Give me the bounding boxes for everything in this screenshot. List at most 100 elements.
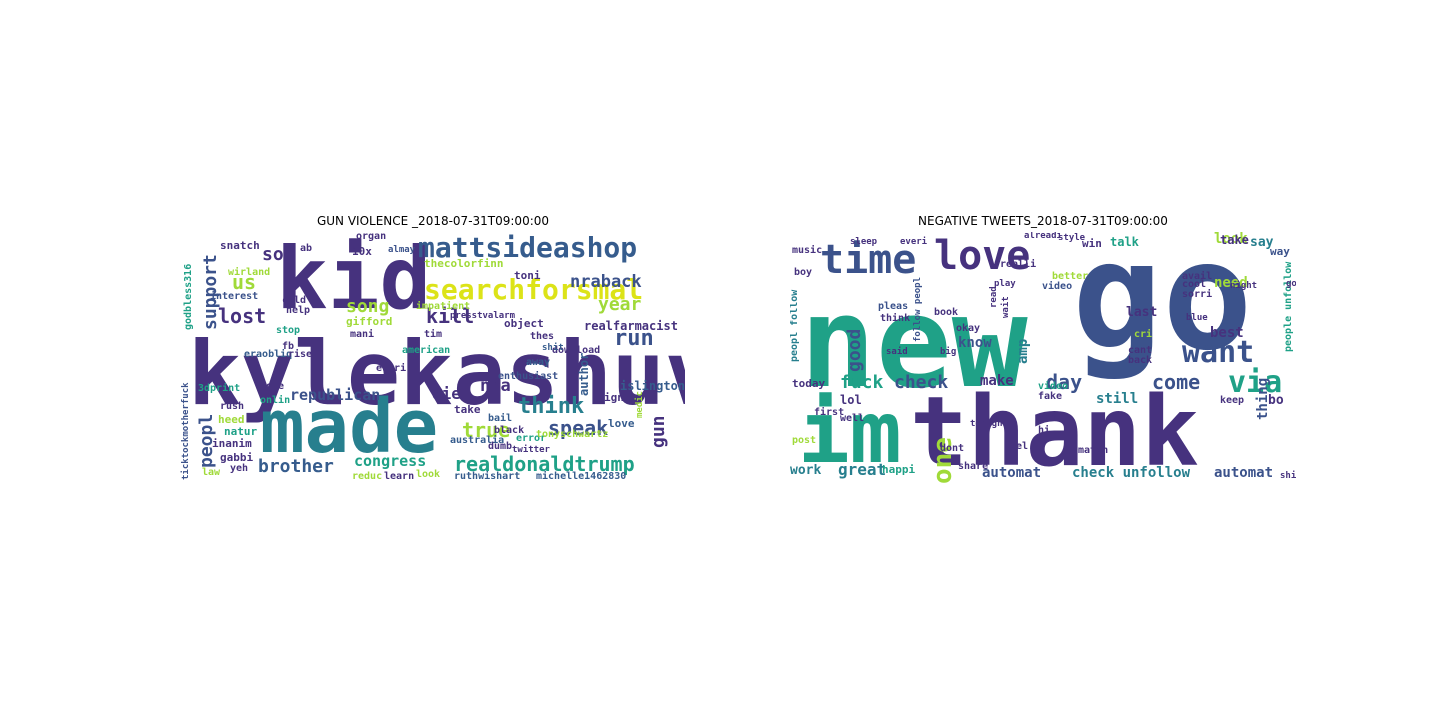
- cloud-word: gabbi: [220, 451, 254, 464]
- cloud-word: post: [792, 435, 817, 446]
- cloud-word: boy: [794, 267, 813, 278]
- gun-violence-word-cloud: kylekashuv kid made mattsideashop searchfors…: [180, 232, 685, 484]
- cloud-word: good: [844, 328, 865, 372]
- cloud-word: wirland: [228, 267, 271, 278]
- cloud-word: fake: [1038, 391, 1063, 402]
- cloud-word: look: [416, 469, 441, 480]
- cloud-word: people unfollow: [1283, 261, 1294, 352]
- cloud-word: way: [1270, 245, 1290, 258]
- cloud-word: kylekashuv: [188, 322, 685, 425]
- cloud-word: automat: [1214, 465, 1274, 481]
- cloud-word: win: [1082, 237, 1102, 250]
- cloud-word: look: [1214, 232, 1248, 247]
- cloud-word: first: [814, 407, 845, 418]
- cloud-word: avail: [1182, 271, 1213, 282]
- cloud-word: style: [1058, 233, 1086, 243]
- cloud-word: true: [462, 418, 511, 442]
- right-cloud-title: NEGATIVE TWEETS_2018-07-31T09:00:00: [918, 214, 1168, 228]
- cloud-word: thank: [910, 376, 1199, 484]
- cloud-word: check unfollow: [1072, 465, 1191, 481]
- cloud-word: make: [980, 373, 1014, 389]
- cloud-word: nraback: [570, 272, 642, 292]
- cloud-word: cold: [282, 295, 307, 306]
- cloud-word: match: [1078, 445, 1109, 456]
- cloud-word: time: [820, 237, 917, 283]
- cloud-word: bail: [488, 413, 513, 424]
- cloud-word: take: [1220, 233, 1249, 247]
- cloud-word: run: [614, 326, 654, 351]
- cloud-word: sorri: [1182, 289, 1213, 300]
- cloud-word: via: [1228, 365, 1283, 400]
- cloud-word: heed: [218, 413, 245, 426]
- cloud-word: shit: [542, 343, 564, 353]
- cloud-word: cri: [1134, 329, 1153, 340]
- cloud-word: say: [1250, 235, 1274, 250]
- cloud-word: republican: [290, 386, 381, 404]
- cloud-word: tonight: [970, 419, 1008, 429]
- left-cloud-title: GUN VIOLENCE _2018-07-31T09:00:00: [316, 214, 550, 228]
- cloud-word: sleep: [850, 237, 878, 247]
- cloud-word: reduc: [352, 471, 383, 482]
- cloud-word: play: [994, 279, 1016, 289]
- cloud-word: error: [516, 433, 547, 444]
- cloud-word: ticktockmotherfuck: [181, 382, 191, 480]
- cloud-word: im: [798, 383, 902, 483]
- cloud-word: kid: [276, 232, 432, 329]
- cloud-word: better: [1052, 271, 1089, 282]
- cloud-word: rise: [288, 349, 313, 360]
- cloud-word: inanim: [212, 437, 252, 450]
- cloud-word: made: [260, 384, 439, 470]
- cloud-word: last: [1126, 305, 1158, 320]
- cloud-word: almay: [388, 245, 416, 255]
- cloud-word: kill: [426, 304, 475, 328]
- cloud-word: still: [1096, 391, 1139, 407]
- cloud-word: alreadi: [1024, 232, 1062, 241]
- cloud-word: song: [346, 296, 390, 317]
- cloud-word: check: [894, 372, 949, 393]
- cloud-word: rush: [220, 401, 245, 412]
- cloud-word: object: [504, 317, 544, 330]
- cloud-word: everi: [900, 237, 928, 247]
- cloud-word: searchforsmal: [424, 273, 644, 306]
- cloud-word: 3dprint: [198, 383, 241, 394]
- cloud-word: new: [800, 269, 1028, 416]
- cloud-word: thecolorfinn: [424, 257, 504, 270]
- cloud-word: ab: [300, 243, 313, 254]
- cloud-word: enthusiast: [498, 371, 559, 382]
- cloud-word: law: [202, 467, 221, 478]
- cloud-word: godbless316: [183, 263, 194, 330]
- cloud-word: come: [1152, 370, 1201, 394]
- cloud-word: dont: [940, 443, 965, 454]
- cloud-word: shit: [1280, 471, 1296, 481]
- cloud-word: best: [1210, 325, 1244, 341]
- cloud-word: 10x: [352, 245, 372, 258]
- cloud-word: read: [989, 286, 999, 308]
- cloud-word: mani: [350, 329, 375, 340]
- cloud-word: well: [840, 413, 865, 424]
- cloud-word: got: [1286, 279, 1296, 289]
- cloud-word: hi: [1038, 425, 1051, 436]
- cloud-word: back: [1128, 355, 1153, 366]
- cloud-word: tim: [424, 329, 443, 340]
- cloud-word: onlin: [260, 395, 291, 406]
- cloud-word: big: [940, 347, 957, 357]
- cloud-word: think: [880, 313, 911, 324]
- cloud-word: pleas: [878, 301, 909, 312]
- cloud-word: music: [792, 245, 823, 256]
- cloud-word: michelle1462830: [536, 471, 627, 482]
- cloud-word: help: [286, 305, 311, 316]
- cloud-word: us: [232, 270, 257, 294]
- cloud-word: share: [958, 461, 989, 472]
- cloud-word: download: [552, 345, 601, 356]
- cloud-word: day: [1046, 370, 1083, 394]
- cloud-word: stop: [276, 325, 301, 336]
- cloud-word: realfarmacist: [584, 319, 678, 333]
- cloud-word: blue: [1186, 313, 1208, 323]
- cloud-word: think: [518, 394, 585, 419]
- cloud-word: work: [790, 463, 822, 478]
- cloud-word: tonyschwartz: [536, 429, 609, 440]
- cloud-word: everi: [376, 363, 407, 374]
- cloud-word: ignor: [604, 391, 638, 404]
- cloud-word: presstvalarm: [450, 311, 516, 321]
- cloud-word: away: [526, 357, 551, 368]
